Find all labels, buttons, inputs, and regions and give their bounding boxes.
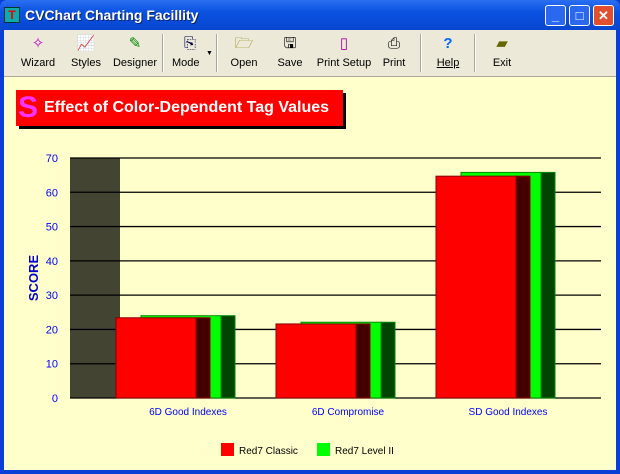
separator: [420, 34, 422, 72]
designer-button[interactable]: ✎ Designer: [110, 34, 160, 74]
printer-icon: ⎙: [387, 35, 400, 52]
x-tick-label: 6D Compromise: [312, 407, 385, 418]
styles-button[interactable]: 📈 Styles: [66, 34, 106, 74]
chart-styles-icon: 📈: [76, 35, 96, 52]
title-bar: T CVChart Charting Facillity _ □ ✕: [0, 0, 620, 30]
mode-button[interactable]: ⎘ Mode ▼: [166, 34, 214, 74]
y-axis-label: SCORE: [26, 255, 41, 302]
pen-icon: ✎: [128, 35, 142, 52]
y-tick-label: 0: [52, 393, 58, 405]
separator: [474, 34, 476, 72]
bar-classic: [115, 317, 197, 399]
chart-wall: [70, 158, 120, 398]
bar-side: [195, 317, 211, 399]
save-button[interactable]: 🖫 Save: [270, 34, 310, 74]
bar-side: [515, 175, 531, 399]
chevron-down-icon[interactable]: ▼: [206, 50, 213, 57]
copy-icon: ⎘: [183, 35, 196, 52]
separator: [162, 34, 164, 72]
legend-swatch: [221, 443, 234, 456]
exit-icon: ▰: [496, 35, 508, 52]
y-tick-label: 50: [46, 222, 58, 234]
close-button[interactable]: ✕: [593, 5, 614, 26]
wizard-button[interactable]: ✧ Wizard: [16, 34, 60, 74]
client-area: ✧ Wizard 📈 Styles ✎ Designer ⎘ Mode ▼ 🗁 Open 🖫…: [4, 30, 616, 470]
help-button[interactable]: ? Help: [430, 34, 466, 74]
bar-side: [540, 171, 556, 399]
y-tick-label: 60: [46, 187, 58, 199]
separator: [216, 34, 218, 72]
y-tick-label: 10: [46, 359, 58, 371]
bar-side: [220, 315, 236, 399]
y-tick-label: 20: [46, 324, 58, 336]
legend-label: Red7 Level II: [335, 446, 394, 457]
y-tick-label: 40: [46, 256, 58, 268]
legend-label: Red7 Classic: [239, 446, 298, 457]
bar-classic: [275, 323, 357, 399]
bar-chart: 0 10 20 30 40 50 60 70 SCORE 6D Good Indexes 6D Co…: [26, 153, 601, 457]
maximize-button[interactable]: □: [569, 5, 590, 26]
page-icon: ▯: [339, 35, 349, 52]
open-button[interactable]: 🗁 Open: [224, 34, 264, 74]
print-setup-button[interactable]: ▯ Print Setup: [314, 34, 374, 74]
wand-icon: ✧: [31, 35, 45, 52]
x-tick-label: SD Good Indexes: [469, 407, 548, 418]
print-button[interactable]: ⎙ Print: [376, 34, 412, 74]
folder-open-icon: 🗁: [234, 35, 254, 52]
bar-classic: [435, 175, 517, 399]
logo-icon: S: [18, 91, 39, 124]
exit-button[interactable]: ▰ Exit: [484, 34, 520, 74]
chart-title-text: Effect of Color-Dependent Tag Values: [44, 99, 330, 116]
app-icon: T: [4, 7, 20, 23]
bar-side: [355, 323, 371, 399]
minimize-button[interactable]: _: [545, 5, 566, 26]
bar-side: [380, 321, 396, 399]
help-icon: ?: [443, 35, 453, 52]
legend-swatch: [317, 443, 330, 456]
window-title: CVChart Charting Facillity: [25, 7, 199, 23]
floppy-icon: 🖫: [283, 35, 297, 52]
y-tick-label: 30: [46, 290, 58, 302]
toolbar: ✧ Wizard 📈 Styles ✎ Designer ⎘ Mode ▼ 🗁 Open 🖫…: [4, 30, 616, 77]
x-tick-label: 6D Good Indexes: [149, 407, 227, 418]
chart-title: S Effect of Color-Dependent Tag Values: [16, 90, 343, 126]
y-tick-label: 70: [46, 153, 58, 165]
